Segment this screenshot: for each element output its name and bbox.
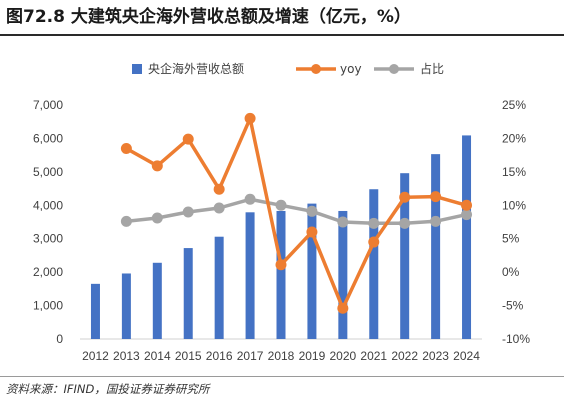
share-line-series: [120, 193, 473, 229]
title-divider: [0, 34, 564, 36]
yoy-point: [461, 199, 473, 211]
x-tick-label: 2016: [206, 349, 233, 363]
x-tick-label: 2022: [391, 349, 418, 363]
legend: 央企海外营收总额 yoy 占比: [132, 61, 444, 76]
bars-series: [90, 135, 472, 339]
yoy-point: [275, 259, 287, 271]
share-point: [120, 215, 132, 227]
right-tick-label: 15%: [502, 165, 526, 179]
bar: [431, 154, 441, 339]
yoy-point: [120, 142, 132, 154]
yoy-point: [151, 160, 163, 172]
right-tick-label: 5%: [502, 232, 520, 246]
bar: [276, 210, 286, 339]
x-tick-label: 2024: [453, 349, 480, 363]
legend-label-yoy: yoy: [340, 62, 362, 76]
x-axis: 2012 2013 2014 2015 2016 2017 2018 2019 2020 2021…: [82, 349, 480, 363]
yoy-point: [182, 133, 194, 145]
share-point: [213, 202, 225, 214]
share-point: [337, 216, 349, 228]
bar: [90, 283, 100, 339]
x-tick-label: 2012: [82, 349, 109, 363]
bar: [400, 173, 410, 339]
bar: [214, 236, 224, 339]
share-point: [430, 215, 442, 227]
yoy-point: [430, 191, 442, 203]
left-tick-label: 5,000: [33, 165, 63, 179]
right-tick-label: -5%: [502, 299, 524, 313]
left-tick-label: 1,000: [33, 299, 63, 313]
bar: [152, 262, 162, 339]
share-point: [306, 205, 318, 217]
yoy-point: [213, 183, 225, 195]
source-divider: [0, 376, 564, 377]
share-point: [399, 217, 411, 229]
legend-swatch-bars: [132, 64, 142, 74]
share-point: [182, 206, 194, 218]
left-tick-label: 2,000: [33, 265, 63, 279]
bar: [462, 135, 472, 339]
x-tick-label: 2017: [237, 349, 264, 363]
left-tick-label: 6,000: [33, 131, 63, 145]
right-tick-label: 25%: [502, 98, 526, 112]
left-tick-label: 0: [56, 332, 63, 346]
yoy-point: [337, 302, 349, 314]
bar: [183, 248, 193, 339]
left-tick-label: 7,000: [33, 98, 63, 112]
left-tick-label: 3,000: [33, 232, 63, 246]
yoy-point: [399, 191, 411, 203]
x-tick-label: 2014: [144, 349, 171, 363]
x-tick-label: 2019: [299, 349, 326, 363]
left-axis: 0 1,000 2,000 3,000 4,000 5,000 6,000 7,000: [33, 98, 63, 346]
share-point: [275, 199, 287, 211]
share-point: [151, 212, 163, 224]
right-tick-label: 20%: [502, 131, 526, 145]
right-axis: -10% -5% 0% 5% 10% 15% 20% 25%: [502, 98, 530, 346]
legend-dot-yoy: [311, 64, 321, 74]
x-tick-label: 2021: [360, 349, 387, 363]
right-tick-label: -10%: [502, 332, 530, 346]
share-point: [244, 193, 256, 205]
yoy-point: [368, 236, 380, 248]
chart: 央企海外营收总额 yoy 占比 0 1,000 2,000 3,000 4,000 5,000…: [33, 61, 530, 363]
x-tick-label: 2020: [329, 349, 356, 363]
share-point: [461, 209, 473, 221]
share-point: [368, 217, 380, 229]
yoy-point: [306, 226, 318, 238]
x-tick-label: 2023: [422, 349, 449, 363]
yoy-line-series: [120, 112, 473, 314]
right-tick-label: 0%: [502, 265, 520, 279]
x-tick-label: 2018: [268, 349, 295, 363]
share-point-path: [126, 197, 467, 226]
x-tick-label: 2013: [113, 349, 140, 363]
bar: [338, 210, 348, 339]
legend-label-share: 占比: [420, 61, 444, 76]
source-note: 资料来源：IFIND，国投证券证券研究所: [6, 382, 210, 396]
bar: [307, 203, 317, 339]
x-tick-label: 2015: [175, 349, 202, 363]
bar: [121, 273, 131, 339]
chart-title: 图72.8 大建筑央企海外营收总额及增速（亿元，%）: [6, 7, 411, 27]
legend-dot-share: [389, 64, 399, 74]
legend-label-bars: 央企海外营收总额: [148, 61, 244, 76]
bar: [369, 189, 379, 339]
yoy-point: [244, 112, 256, 124]
right-tick-label: 10%: [502, 198, 526, 212]
bar: [245, 212, 255, 339]
left-tick-label: 4,000: [33, 198, 63, 212]
